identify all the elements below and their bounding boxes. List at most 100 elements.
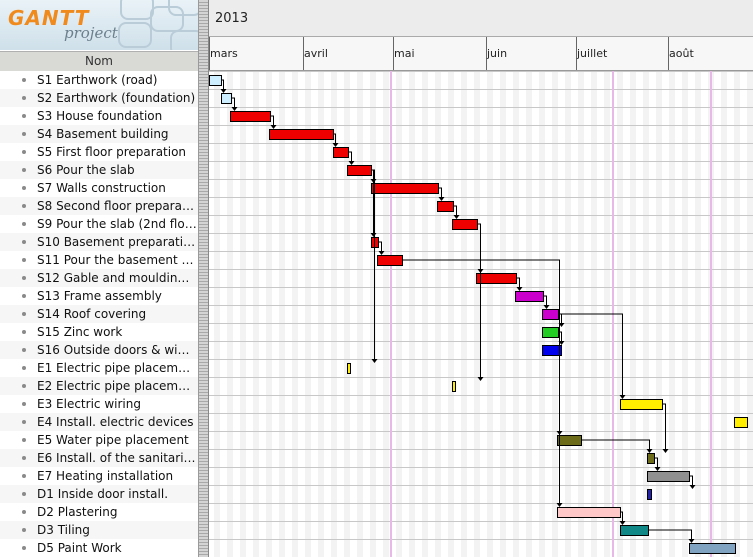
weekend-column xyxy=(279,71,285,557)
dependency-arrowhead-icon xyxy=(270,125,277,129)
weekend-column xyxy=(669,71,675,557)
task-row[interactable]: S6 Pour the slab xyxy=(0,161,198,179)
task-row[interactable]: E6 Install. of the sanitaries xyxy=(0,449,198,467)
task-row[interactable]: S15 Zinc work xyxy=(0,323,198,341)
task-row[interactable]: S9 Pour the slab (2nd floor) xyxy=(0,215,198,233)
task-name: S5 First floor preparation xyxy=(37,145,187,159)
task-bar[interactable] xyxy=(620,525,649,536)
dependency-arrowhead-icon xyxy=(378,251,385,255)
weekend-column xyxy=(513,71,519,557)
task-bar[interactable] xyxy=(269,129,334,140)
task-row[interactable]: E4 Install. electric devices xyxy=(0,413,198,431)
task-bullet-icon xyxy=(22,186,26,190)
task-bar[interactable] xyxy=(557,435,582,446)
task-row[interactable]: E3 Electric wiring xyxy=(0,395,198,413)
dependency-arrowhead-icon xyxy=(231,107,238,111)
weekend-column xyxy=(448,71,454,557)
task-bar[interactable] xyxy=(221,93,232,104)
task-name: S13 Frame assembly xyxy=(37,289,162,303)
month-column: mars xyxy=(209,37,304,70)
dependency-arrowhead-icon xyxy=(688,539,695,543)
task-name: S14 Roof covering xyxy=(37,307,147,321)
task-bar[interactable] xyxy=(689,543,736,554)
task-row[interactable]: S3 House foundation xyxy=(0,107,198,125)
task-row[interactable]: S1 Earthwork (road) xyxy=(0,71,198,89)
task-row[interactable]: S8 Second floor preparation xyxy=(0,197,198,215)
dependency-arrow xyxy=(662,403,666,452)
dependency-arrowhead-icon xyxy=(220,89,227,93)
month-label: juin xyxy=(487,47,508,60)
task-row[interactable]: E1 Electric pipe placement xyxy=(0,359,198,377)
task-bar[interactable] xyxy=(347,165,372,176)
task-row[interactable]: S5 First floor preparation xyxy=(0,143,198,161)
panel-splitter[interactable] xyxy=(199,0,209,557)
task-bar[interactable] xyxy=(620,399,663,410)
dependency-arrowhead-icon xyxy=(348,161,355,165)
dependency-arrow xyxy=(453,205,457,218)
month-column: août xyxy=(668,37,753,70)
task-bar[interactable] xyxy=(437,201,454,212)
task-bullet-icon xyxy=(22,366,26,370)
task-list: S1 Earthwork (road) S2 Earthwork (foundat… xyxy=(0,71,198,557)
logo-text: GANTT xyxy=(8,6,90,30)
weekend-column xyxy=(253,71,259,557)
month-label: août xyxy=(669,47,694,60)
task-bar[interactable] xyxy=(333,147,349,158)
task-row[interactable]: S2 Earthwork (foundation) xyxy=(0,89,198,107)
dependency-arrow xyxy=(620,511,623,524)
task-row[interactable]: S10 Basement preparation xyxy=(0,233,198,251)
task-bar[interactable] xyxy=(452,219,478,230)
task-row[interactable]: S7 Walls construction xyxy=(0,179,198,197)
name-column-header[interactable]: Nom xyxy=(0,51,198,72)
task-bar[interactable] xyxy=(476,273,517,284)
task-bar[interactable] xyxy=(209,75,222,86)
task-row[interactable]: E2 Electric pipe placement xyxy=(0,377,198,395)
task-bar[interactable] xyxy=(515,291,544,302)
task-row[interactable]: S11 Pour the basement slab xyxy=(0,251,198,269)
task-bar[interactable] xyxy=(452,381,456,392)
dependency-arrow xyxy=(543,295,547,308)
task-bar[interactable] xyxy=(371,183,439,194)
task-bar[interactable] xyxy=(230,111,271,122)
task-bar[interactable] xyxy=(647,453,655,464)
task-bar[interactable] xyxy=(542,309,559,320)
month-label: mars xyxy=(210,47,238,60)
weekend-column xyxy=(227,71,233,557)
gantt-chart-area[interactable] xyxy=(209,0,753,557)
task-bar[interactable] xyxy=(734,417,748,428)
task-bar[interactable] xyxy=(557,507,621,518)
task-row[interactable]: S12 Gable and moulding b... xyxy=(0,269,198,287)
task-row[interactable]: S14 Roof covering xyxy=(0,305,198,323)
weekend-column xyxy=(526,71,532,557)
task-row[interactable]: D2 Plastering xyxy=(0,503,198,521)
task-row[interactable]: D3 Tiling xyxy=(0,521,198,539)
task-bullet-icon xyxy=(22,132,26,136)
dependency-arrow xyxy=(581,439,650,452)
task-name: E2 Electric pipe placement xyxy=(37,379,197,393)
task-row[interactable]: S4 Basement building xyxy=(0,125,198,143)
task-bullet-icon xyxy=(22,222,26,226)
task-name: S6 Pour the slab xyxy=(37,163,135,177)
task-bar[interactable] xyxy=(377,255,403,266)
task-row[interactable]: D5 Paint Work xyxy=(0,539,198,557)
task-row[interactable]: S16 Outside doors & windo... xyxy=(0,341,198,359)
task-row[interactable]: E5 Water pipe placement xyxy=(0,431,198,449)
dependency-arrowhead-icon xyxy=(619,521,626,525)
task-row[interactable]: D1 Inside door install. xyxy=(0,485,198,503)
task-bar[interactable] xyxy=(647,471,690,482)
task-name: E5 Water pipe placement xyxy=(37,433,189,447)
dependency-arrowhead-icon xyxy=(332,143,339,147)
task-bar[interactable] xyxy=(347,363,351,374)
task-bar[interactable] xyxy=(542,345,562,356)
task-bar[interactable] xyxy=(647,489,652,500)
task-bar[interactable] xyxy=(542,327,559,338)
task-bullet-icon xyxy=(22,204,26,208)
task-bullet-icon xyxy=(22,78,26,82)
task-row[interactable]: E7 Heating installation xyxy=(0,467,198,485)
task-bullet-icon xyxy=(22,474,26,478)
timeline-month-header: mars avril mai juin juillet août xyxy=(209,37,753,71)
task-row[interactable]: S13 Frame assembly xyxy=(0,287,198,305)
dependency-arrow xyxy=(348,151,352,164)
weekend-column xyxy=(461,71,467,557)
dependency-arrowhead-icon xyxy=(516,287,523,291)
